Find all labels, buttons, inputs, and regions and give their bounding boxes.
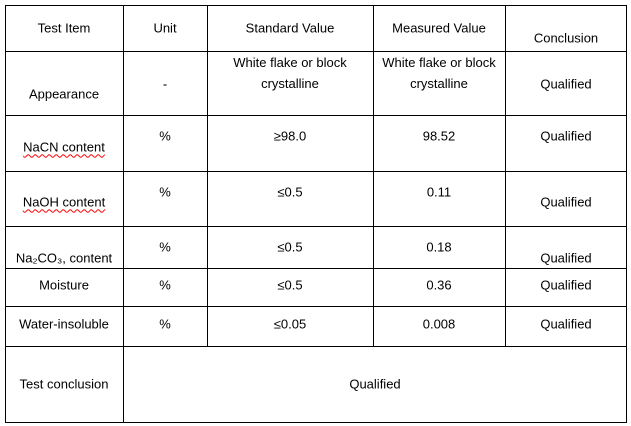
- conclusion-label: Test conclusion: [19, 376, 109, 392]
- cell: %: [159, 128, 171, 144]
- cell: 0.36: [426, 277, 452, 293]
- header-cell: Test Item: [37, 20, 91, 36]
- cell: Qualified: [540, 250, 592, 266]
- header-cell: Unit: [153, 20, 177, 36]
- cell: %: [159, 239, 171, 255]
- header-cell: Measured Value: [392, 20, 486, 36]
- cell: Qualified: [540, 76, 592, 92]
- cell: 0.008: [422, 316, 456, 332]
- cell: Na₂CO₃, content: [15, 250, 113, 266]
- cell: 0.18: [426, 239, 452, 255]
- cell: NaCN content: [23, 139, 105, 155]
- header-cell: Standard Value: [245, 20, 335, 36]
- cell: ≤0.5: [277, 277, 303, 293]
- cell: %: [159, 316, 171, 332]
- cell: White flake or block crystalline: [382, 55, 496, 91]
- cell: 98.52: [422, 128, 456, 144]
- cell: ≥98.0: [273, 128, 307, 144]
- cell: Appearance: [28, 86, 100, 102]
- cell: White flake or block crystalline: [233, 55, 347, 91]
- cell: NaOH content: [22, 194, 106, 210]
- cell: -: [162, 76, 168, 92]
- cell: Moisture: [39, 277, 89, 293]
- cell: ≤0.05: [273, 316, 307, 332]
- cell: Qualified: [540, 277, 592, 293]
- cell: 0.11: [426, 184, 452, 200]
- cell: %: [159, 184, 171, 200]
- cell: ≤0.5: [277, 239, 303, 255]
- cell: Qualified: [540, 128, 592, 144]
- cell: ≤0.5: [277, 184, 303, 200]
- header-cell: Conclusion: [533, 30, 599, 46]
- cell: Water-insoluble: [19, 316, 109, 332]
- cell: %: [159, 277, 171, 293]
- cell: Qualified: [540, 316, 592, 332]
- table-border: [5, 5, 627, 423]
- cell: Qualified: [540, 194, 592, 210]
- conclusion-value: Qualified: [349, 376, 401, 392]
